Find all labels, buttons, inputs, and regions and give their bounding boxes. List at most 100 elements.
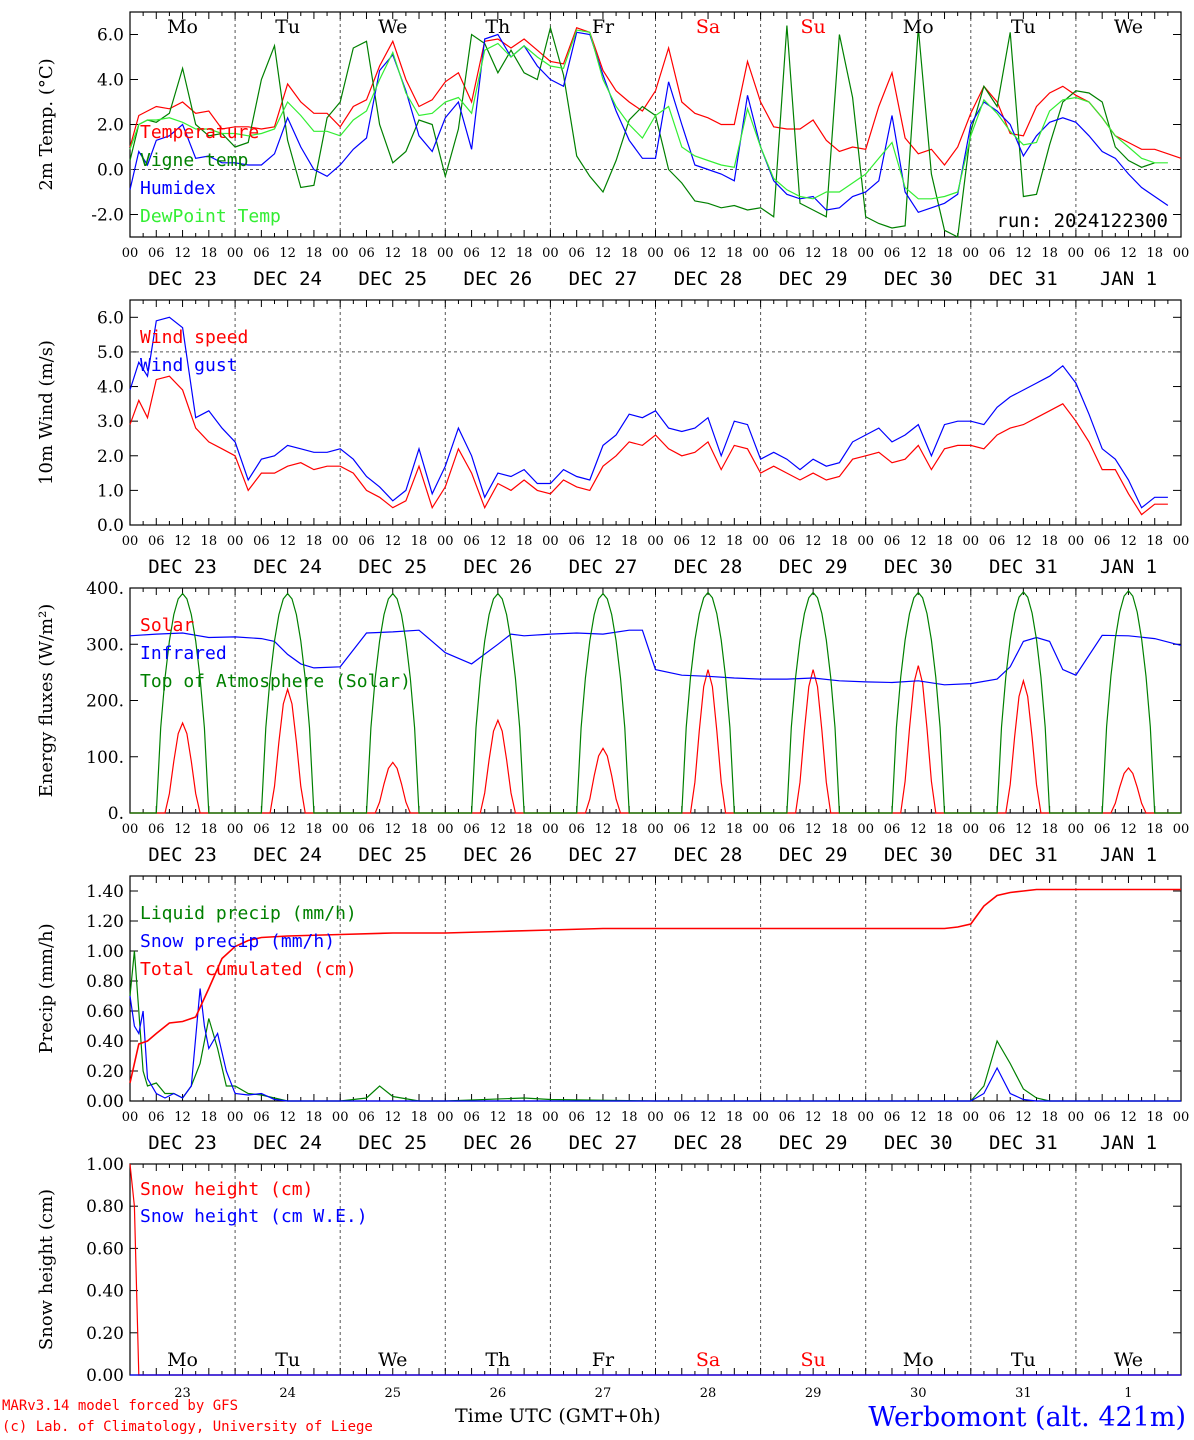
day-label: DEC 30: [884, 844, 953, 866]
hour-tick-label: 00: [122, 246, 139, 261]
station-name: Werbomont (alt. 421m): [868, 1402, 1186, 1433]
hour-tick-label: 18: [936, 534, 953, 549]
hour-tick-label: 12: [700, 534, 717, 549]
y-tick-label: 400.: [86, 579, 124, 599]
hour-tick-label: 00: [752, 822, 769, 837]
y-tick-label: 1.0: [97, 481, 124, 501]
hour-tick-label: 18: [1146, 1110, 1163, 1125]
y-tick-label: 6.0: [97, 26, 124, 46]
hour-tick-label: 12: [384, 246, 401, 261]
hour-tick-label: 18: [621, 1110, 638, 1125]
hour-tick-label: 18: [411, 534, 428, 549]
hour-tick-label: 06: [463, 534, 480, 549]
hour-tick-label: 00: [647, 534, 664, 549]
hour-tick-label: 12: [595, 534, 612, 549]
day-label: JAN 1: [1100, 556, 1157, 578]
day-label: DEC 31: [989, 268, 1058, 290]
hour-tick-label: 06: [674, 534, 691, 549]
hour-tick-label: 18: [1146, 534, 1163, 549]
y-axis-label: 10m Wind (m/s): [36, 340, 57, 485]
y-tick-label: 1.20: [86, 912, 124, 932]
hour-tick-label: 18: [1146, 246, 1163, 261]
hour-tick-label: 00: [857, 534, 874, 549]
day-label: JAN 1: [1100, 268, 1157, 290]
y-tick-label: 200.: [86, 692, 124, 712]
series-line-snow-precip-mm-h-: [129, 988, 1181, 1102]
hour-tick-label: 06: [989, 1110, 1006, 1125]
day-label: DEC 27: [569, 556, 638, 578]
day-label: DEC 24: [253, 268, 322, 290]
day-label: DEC 31: [989, 844, 1058, 866]
hour-tick-label: 00: [227, 1110, 244, 1125]
y-tick-label: 6.0: [97, 308, 124, 328]
y-tick-label: 0.40: [86, 1282, 124, 1302]
day-label: DEC 29: [779, 844, 848, 866]
day-label: DEC 29: [779, 556, 848, 578]
legend-temperature: Temperature: [140, 122, 259, 143]
hour-tick-label: 12: [279, 534, 296, 549]
day-label: DEC 27: [569, 1132, 638, 1154]
hour-tick-label: 12: [490, 822, 507, 837]
weekday-label: We: [378, 1349, 407, 1371]
day-label: DEC 30: [884, 556, 953, 578]
hour-tick-label: 00: [542, 534, 559, 549]
hour-tick-label: 00: [542, 1110, 559, 1125]
y-tick-label: 0.60: [86, 1002, 124, 1022]
hour-tick-label: 18: [726, 1110, 743, 1125]
hour-tick-label: 00: [1173, 1110, 1190, 1125]
hour-tick-label: 06: [674, 1110, 691, 1125]
hour-tick-label: 12: [1015, 246, 1032, 261]
hour-tick-label: 00: [227, 534, 244, 549]
day-label: JAN 1: [1100, 1132, 1157, 1154]
weekday-label: We: [1114, 1349, 1143, 1371]
hour-tick-label: 18: [306, 534, 323, 549]
hour-tick-label: 06: [358, 534, 375, 549]
panel-frame: [129, 11, 1182, 238]
panel-4: [129, 875, 1182, 1102]
hour-tick-label: 12: [384, 534, 401, 549]
weekday-label: Tu: [275, 16, 300, 38]
hour-tick-label: 00: [1173, 246, 1190, 261]
hour-tick-label: 12: [595, 1110, 612, 1125]
series-line-total-cumulated-cm-: [129, 888, 1181, 1084]
hour-tick-label: 00: [122, 534, 139, 549]
hour-tick-label: 12: [1120, 1110, 1137, 1125]
legend-wind-speed: Wind speed: [140, 327, 248, 348]
weekday-label: Th: [485, 1349, 510, 1371]
hour-tick-label: 06: [568, 822, 585, 837]
day-label: DEC 24: [253, 556, 322, 578]
hour-tick-label: 12: [700, 822, 717, 837]
panel-2: [129, 299, 1182, 526]
hour-tick-label: 18: [201, 1110, 218, 1125]
hour-tick-label: 18: [936, 1110, 953, 1125]
hour-tick-label: 12: [279, 246, 296, 261]
hour-tick-label: 18: [516, 534, 533, 549]
weekday-label: We: [378, 16, 407, 38]
day-label: DEC 25: [358, 844, 427, 866]
hour-tick-label: 18: [411, 246, 428, 261]
hour-tick-label: 06: [779, 1110, 796, 1125]
hour-tick-label: 18: [621, 534, 638, 549]
hour-tick-label: 06: [253, 822, 270, 837]
hour-tick-label: 00: [542, 246, 559, 261]
weekday-label: Su: [801, 16, 826, 38]
hour-tick-label: 06: [884, 246, 901, 261]
panel-1: [129, 11, 1182, 238]
y-tick-label: -2.0: [91, 206, 124, 226]
legend-humidex: Humidex: [140, 178, 216, 199]
day-label: DEC 27: [569, 844, 638, 866]
weekday-label: We: [1114, 16, 1143, 38]
hour-tick-label: 06: [463, 822, 480, 837]
hour-tick-label: 18: [1041, 822, 1058, 837]
hour-tick-label: 06: [779, 822, 796, 837]
hour-tick-label: 00: [752, 246, 769, 261]
hour-tick-label: 12: [805, 534, 822, 549]
hour-tick-label: 00: [857, 822, 874, 837]
hour-tick-label: 00: [332, 1110, 349, 1125]
hour-tick-label: 18: [1041, 534, 1058, 549]
legend-top-of-atmosphere-solar-: Top of Atmosphere (Solar): [140, 671, 411, 692]
day-label: DEC 29: [779, 268, 848, 290]
y-tick-label: 4.0: [97, 71, 124, 91]
hour-tick-label: 18: [621, 822, 638, 837]
